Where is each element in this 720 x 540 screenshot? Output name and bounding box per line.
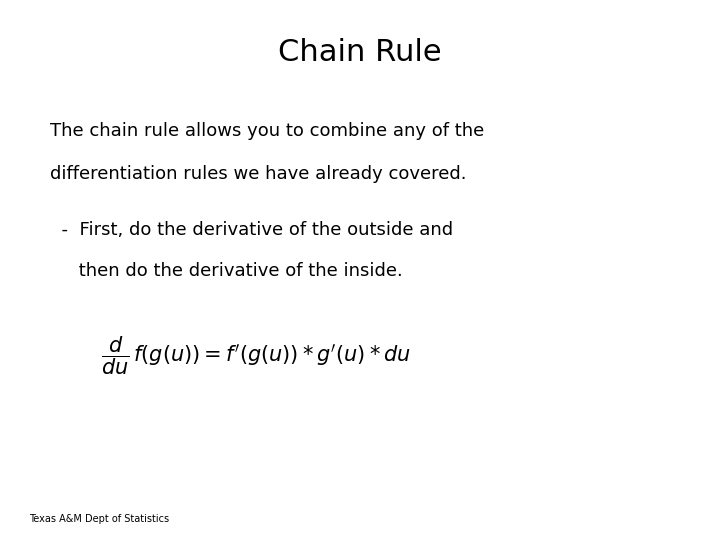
Text: then do the derivative of the inside.: then do the derivative of the inside. <box>50 262 403 280</box>
Text: differentiation rules we have already covered.: differentiation rules we have already co… <box>50 165 467 183</box>
Text: -  First, do the derivative of the outside and: - First, do the derivative of the outsid… <box>50 221 454 239</box>
Text: Texas A&M Dept of Statistics: Texas A&M Dept of Statistics <box>29 514 169 524</box>
Text: The chain rule allows you to combine any of the: The chain rule allows you to combine any… <box>50 122 485 139</box>
Text: $\dfrac{d}{du}\, f(g(u)) = f'(g(u))* g'(u)* du$: $\dfrac{d}{du}\, f(g(u)) = f'(g(u))* g'(… <box>101 335 411 377</box>
Text: Chain Rule: Chain Rule <box>278 38 442 67</box>
